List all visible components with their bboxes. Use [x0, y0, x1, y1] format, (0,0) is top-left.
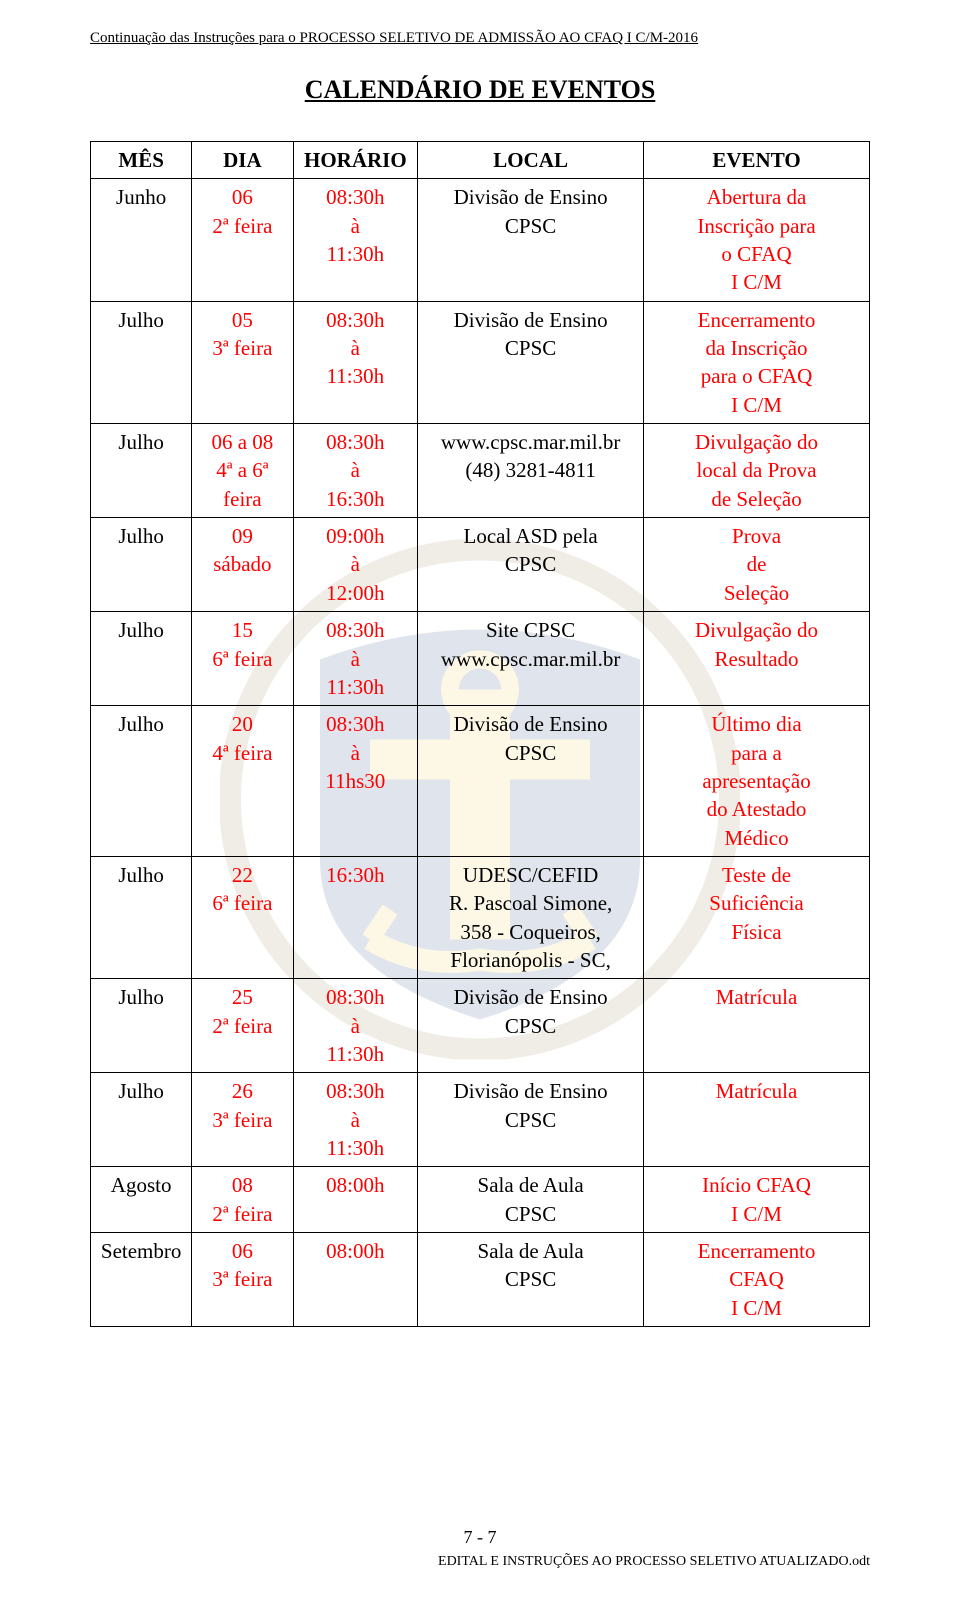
cell-mes: Julho — [91, 424, 192, 518]
cell-local: Sala de AulaCPSC — [418, 1233, 644, 1327]
cell-horario: 08:30hà11:30h — [293, 301, 418, 423]
cell-evento: Último diapara aapresentaçãodo AtestadoM… — [644, 706, 870, 857]
cell-dia: 226ª feira — [192, 856, 293, 978]
cell-dia: 06 a 084ª a 6ªfeira — [192, 424, 293, 518]
table-row: Julho09sábado09:00hà12:00hLocal ASD pela… — [91, 518, 870, 612]
cell-mes: Agosto — [91, 1167, 192, 1233]
footer-filename: EDITAL E INSTRUÇÕES AO PROCESSO SELETIVO… — [438, 1554, 870, 1570]
table-row: Julho263ª feira08:30hà11:30hDivisão de E… — [91, 1073, 870, 1167]
cell-local: www.cpsc.mar.mil.br(48) 3281-4811 — [418, 424, 644, 518]
cell-mes: Julho — [91, 856, 192, 978]
cell-dia: 09sábado — [192, 518, 293, 612]
table-row: Julho053ª feira08:30hà11:30hDivisão de E… — [91, 301, 870, 423]
col-mes: MÊS — [91, 142, 192, 179]
cell-evento: Divulgação doResultado — [644, 612, 870, 706]
cell-evento: ProvadeSeleção — [644, 518, 870, 612]
cell-horario: 16:30h — [293, 856, 418, 978]
cell-dia: 252ª feira — [192, 979, 293, 1073]
page-title: CALENDÁRIO DE EVENTOS — [90, 75, 870, 105]
cell-mes: Julho — [91, 612, 192, 706]
cell-horario: 08:30hà11:30h — [293, 1073, 418, 1167]
cell-mes: Julho — [91, 301, 192, 423]
cell-dia: 063ª feira — [192, 1233, 293, 1327]
cell-horario: 08:00h — [293, 1233, 418, 1327]
cell-local: Divisão de EnsinoCPSC — [418, 706, 644, 857]
header-line: Continuação das Instruções para o PROCES… — [90, 30, 870, 47]
cell-local: UDESC/CEFIDR. Pascoal Simone,358 - Coque… — [418, 856, 644, 978]
cell-evento: Encerramentoda Inscriçãopara o CFAQI C/M — [644, 301, 870, 423]
events-table: MÊS DIA HORÁRIO LOCAL EVENTO Junho062ª f… — [90, 141, 870, 1327]
cell-evento: Abertura daInscrição parao CFAQI C/M — [644, 179, 870, 301]
cell-dia: 082ª feira — [192, 1167, 293, 1233]
table-row: Julho204ª feira08:30hà11hs30Divisão de E… — [91, 706, 870, 857]
cell-mes: Julho — [91, 979, 192, 1073]
cell-dia: 204ª feira — [192, 706, 293, 857]
table-row: Agosto082ª feira08:00hSala de AulaCPSCIn… — [91, 1167, 870, 1233]
cell-mes: Julho — [91, 1073, 192, 1167]
cell-dia: 062ª feira — [192, 179, 293, 301]
table-row: Julho252ª feira08:30hà11:30hDivisão de E… — [91, 979, 870, 1073]
cell-mes: Junho — [91, 179, 192, 301]
cell-evento: Início CFAQI C/M — [644, 1167, 870, 1233]
table-row: Setembro063ª feira08:00hSala de AulaCPSC… — [91, 1233, 870, 1327]
cell-horario: 08:30hà11:30h — [293, 979, 418, 1073]
cell-horario: 08:30hà16:30h — [293, 424, 418, 518]
cell-local: Divisão de EnsinoCPSC — [418, 179, 644, 301]
cell-evento: Matrícula — [644, 1073, 870, 1167]
cell-horario: 08:30hà11hs30 — [293, 706, 418, 857]
cell-local: Sala de AulaCPSC — [418, 1167, 644, 1233]
table-header-row: MÊS DIA HORÁRIO LOCAL EVENTO — [91, 142, 870, 179]
cell-dia: 263ª feira — [192, 1073, 293, 1167]
col-dia: DIA — [192, 142, 293, 179]
cell-horario: 08:30hà11:30h — [293, 179, 418, 301]
table-row: Julho156ª feira08:30hà11:30hSite CPSCwww… — [91, 612, 870, 706]
cell-mes: Julho — [91, 706, 192, 857]
cell-mes: Julho — [91, 518, 192, 612]
cell-local: Divisão de EnsinoCPSC — [418, 301, 644, 423]
cell-dia: 053ª feira — [192, 301, 293, 423]
table-row: Julho06 a 084ª a 6ªfeira08:30hà16:30hwww… — [91, 424, 870, 518]
cell-evento: Matrícula — [644, 979, 870, 1073]
cell-horario: 09:00hà12:00h — [293, 518, 418, 612]
cell-horario: 08:00h — [293, 1167, 418, 1233]
cell-evento: Teste deSuficiênciaFísica — [644, 856, 870, 978]
footer: 7 - 7 EDITAL E INSTRUÇÕES AO PROCESSO SE… — [0, 1527, 960, 1548]
table-row: Junho062ª feira08:30hà11:30hDivisão de E… — [91, 179, 870, 301]
cell-dia: 156ª feira — [192, 612, 293, 706]
cell-local: Divisão de EnsinoCPSC — [418, 979, 644, 1073]
col-evento: EVENTO — [644, 142, 870, 179]
cell-local: Local ASD pelaCPSC — [418, 518, 644, 612]
cell-mes: Setembro — [91, 1233, 192, 1327]
cell-evento: EncerramentoCFAQI C/M — [644, 1233, 870, 1327]
page-number: 7 - 7 — [0, 1527, 960, 1548]
cell-horario: 08:30hà11:30h — [293, 612, 418, 706]
col-horario: HORÁRIO — [293, 142, 418, 179]
cell-local: Divisão de EnsinoCPSC — [418, 1073, 644, 1167]
cell-local: Site CPSCwww.cpsc.mar.mil.br — [418, 612, 644, 706]
col-local: LOCAL — [418, 142, 644, 179]
table-row: Julho226ª feira16:30hUDESC/CEFIDR. Pasco… — [91, 856, 870, 978]
cell-evento: Divulgação dolocal da Provade Seleção — [644, 424, 870, 518]
